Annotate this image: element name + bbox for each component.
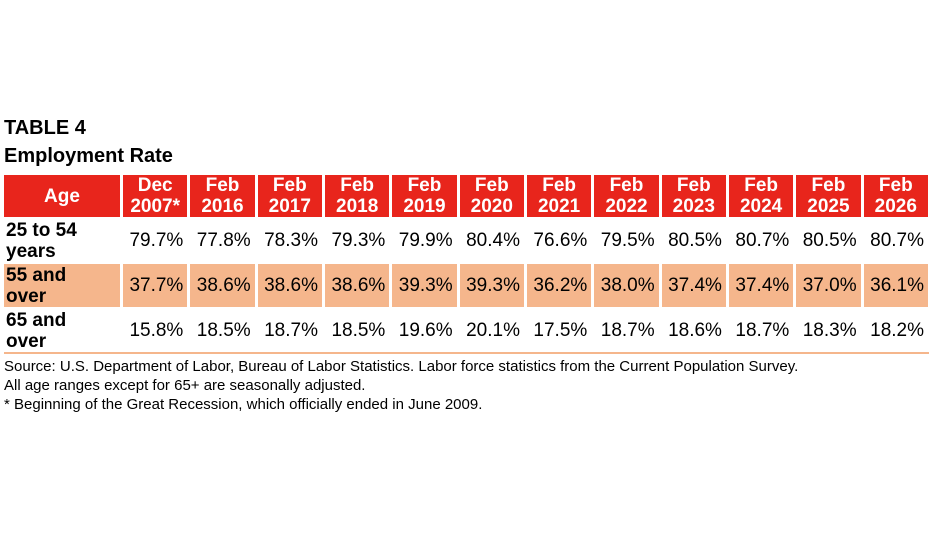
cell-value: 80.7% xyxy=(728,219,794,262)
row-label-55-and-over: 55 and over xyxy=(4,264,120,307)
cell-value: 37.0% xyxy=(796,264,861,307)
cell-value: 38.6% xyxy=(324,264,390,307)
cell-value: 38.6% xyxy=(257,264,322,307)
cell-value: 37.7% xyxy=(123,264,188,307)
cell-value: 15.8% xyxy=(123,309,188,352)
cell-value: 80.7% xyxy=(863,219,928,262)
column-header-age: Age xyxy=(4,175,120,217)
cell-value: 37.4% xyxy=(728,264,794,307)
cell-value: 80.4% xyxy=(459,219,524,262)
footnotes: Source: U.S. Department of Labor, Bureau… xyxy=(4,357,798,414)
table-title: TABLE 4 Employment Rate xyxy=(4,114,173,170)
column-header-feb-2016: Feb 2016 xyxy=(190,175,255,217)
column-header-feb-2018: Feb 2018 xyxy=(324,175,390,217)
footnote-seasonal-adjustment: All age ranges except for 65+ are season… xyxy=(4,377,366,394)
cell-value: 36.1% xyxy=(863,264,928,307)
cell-value: 79.3% xyxy=(324,219,390,262)
cell-value: 79.9% xyxy=(392,219,457,262)
row-label-65-and-over: 65 and over xyxy=(4,309,120,352)
title-line-table-name: Employment Rate xyxy=(4,145,173,167)
cell-value: 18.7% xyxy=(594,309,659,352)
column-header-feb-2024: Feb 2024 xyxy=(728,175,794,217)
title-line-table-number: TABLE 4 xyxy=(4,117,86,139)
table-row-55-and-over: 55 and over 37.7% 38.6% 38.6% 38.6% 39.3%… xyxy=(4,264,928,307)
cell-value: 18.5% xyxy=(324,309,390,352)
cell-value: 80.5% xyxy=(661,219,726,262)
column-header-feb-2022: Feb 2022 xyxy=(594,175,659,217)
cell-value: 18.6% xyxy=(661,309,726,352)
column-header-feb-2025: Feb 2025 xyxy=(796,175,861,217)
cell-value: 17.5% xyxy=(526,309,592,352)
column-header-feb-2019: Feb 2019 xyxy=(392,175,457,217)
cell-value: 77.8% xyxy=(190,219,255,262)
cell-value: 38.0% xyxy=(594,264,659,307)
employment-rate-table: Age Dec 2007* Feb 2016 Feb 2017 Feb 2018 Feb… xyxy=(1,173,931,354)
cell-value: 18.5% xyxy=(190,309,255,352)
row-label-25-to-54: 25 to 54 years xyxy=(4,219,120,262)
cell-value: 79.5% xyxy=(594,219,659,262)
cell-value: 39.3% xyxy=(392,264,457,307)
footnote-recession: * Beginning of the Great Recession, whic… xyxy=(4,396,483,413)
column-header-dec-2007: Dec 2007* xyxy=(123,175,188,217)
cell-value: 79.7% xyxy=(123,219,188,262)
column-header-feb-2017: Feb 2017 xyxy=(257,175,322,217)
cell-value: 37.4% xyxy=(661,264,726,307)
cell-value: 78.3% xyxy=(257,219,322,262)
cell-value: 19.6% xyxy=(392,309,457,352)
footnote-source: Source: U.S. Department of Labor, Bureau… xyxy=(4,358,799,375)
column-header-feb-2020: Feb 2020 xyxy=(459,175,524,217)
table-header-row: Age Dec 2007* Feb 2016 Feb 2017 Feb 2018 Feb… xyxy=(4,175,928,217)
table-bottom-rule xyxy=(4,352,929,354)
cell-value: 76.6% xyxy=(526,219,592,262)
table-row-25-to-54: 25 to 54 years 79.7% 77.8% 78.3% 79.3% 79… xyxy=(4,219,928,262)
cell-value: 20.1% xyxy=(459,309,524,352)
column-header-feb-2026: Feb 2026 xyxy=(863,175,928,217)
cell-value: 18.7% xyxy=(728,309,794,352)
column-header-feb-2021: Feb 2021 xyxy=(526,175,592,217)
cell-value: 18.3% xyxy=(796,309,861,352)
cell-value: 80.5% xyxy=(796,219,861,262)
cell-value: 18.7% xyxy=(257,309,322,352)
cell-value: 39.3% xyxy=(459,264,524,307)
cell-value: 36.2% xyxy=(526,264,592,307)
cell-value: 18.2% xyxy=(863,309,928,352)
cell-value: 38.6% xyxy=(190,264,255,307)
table-row-65-and-over: 65 and over 15.8% 18.5% 18.7% 18.5% 19.6%… xyxy=(4,309,928,352)
column-header-feb-2023: Feb 2023 xyxy=(661,175,726,217)
